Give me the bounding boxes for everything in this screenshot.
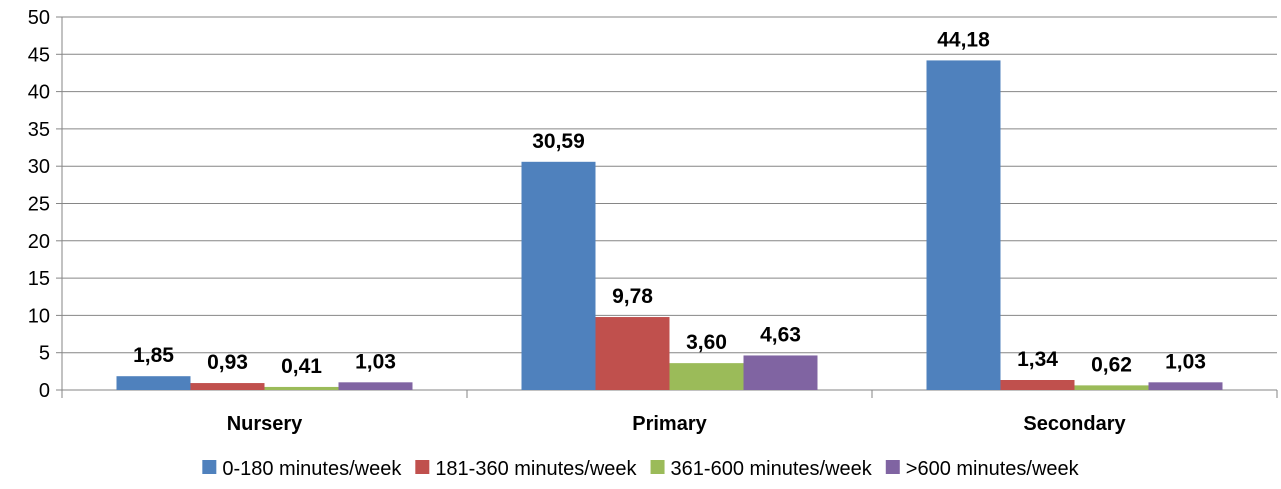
data-label: 1,03	[1165, 350, 1206, 373]
legend-swatch	[415, 460, 430, 474]
data-label: 4,63	[760, 323, 801, 346]
data-label: 30,59	[532, 130, 585, 153]
bar	[595, 317, 670, 390]
bar	[669, 363, 744, 390]
y-tick-label: 25	[28, 194, 50, 216]
bar	[264, 386, 339, 390]
bar	[521, 161, 596, 390]
data-label: 0,41	[281, 355, 322, 378]
data-label: 9,78	[612, 285, 653, 308]
bar	[116, 376, 191, 390]
y-tick-label: 35	[28, 119, 50, 141]
y-tick-label: 5	[39, 343, 50, 365]
bar	[338, 382, 413, 390]
bar	[743, 355, 818, 390]
y-tick-label: 10	[28, 305, 50, 327]
data-label: 3,60	[686, 331, 727, 354]
data-label: 1,85	[133, 344, 174, 367]
x-category-label: Nursery	[227, 413, 303, 435]
bar	[926, 60, 1001, 390]
bar	[1074, 385, 1149, 390]
data-label: 1,03	[355, 350, 396, 373]
data-label: 1,34	[1017, 348, 1058, 371]
y-tick-label: 40	[28, 82, 50, 104]
bar	[1148, 382, 1223, 390]
y-tick-label: 20	[28, 231, 50, 253]
y-tick-label: 30	[28, 156, 50, 178]
bar	[190, 383, 265, 390]
x-category-label: Primary	[632, 413, 707, 435]
legend-swatch	[885, 460, 900, 474]
legend-label: 361-600 minutes/week	[671, 458, 873, 480]
data-label: 44,18	[937, 28, 990, 51]
y-tick-label: 15	[28, 268, 50, 290]
legend-swatch	[202, 460, 217, 474]
legend-label: 0-180 minutes/week	[222, 458, 402, 480]
legend-swatch	[650, 460, 665, 474]
y-tick-label: 0	[39, 380, 50, 402]
data-label: 0,62	[1091, 353, 1132, 376]
x-category-label: Secondary	[1023, 413, 1126, 435]
legend-label: 181-360 minutes/week	[435, 458, 637, 480]
y-tick-label: 45	[28, 44, 50, 66]
data-label: 0,93	[207, 351, 248, 374]
y-tick-label: 50	[28, 7, 50, 29]
bar	[1000, 380, 1075, 390]
legend-label: >600 minutes/week	[906, 458, 1080, 480]
